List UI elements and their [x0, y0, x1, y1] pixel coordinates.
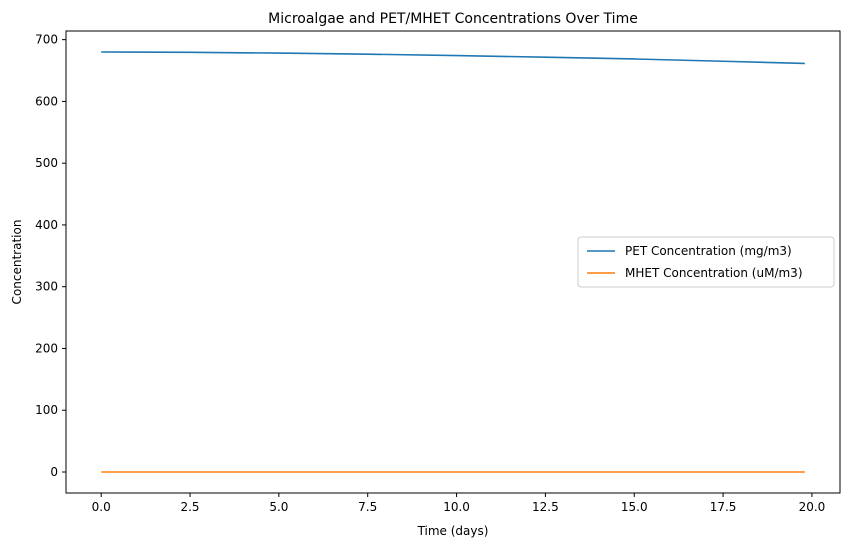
y-tick-label: 200 [35, 341, 58, 355]
y-tick-label: 700 [35, 33, 58, 47]
y-tick-label: 100 [35, 403, 58, 417]
legend-box [577, 236, 835, 288]
x-tick-label: 2.5 [180, 500, 199, 514]
legend: PET Concentration (mg/m3) MHET Concentrat… [577, 236, 835, 288]
legend-label-1: PET Concentration (mg/m3) [625, 244, 792, 258]
y-tick-label: 400 [35, 218, 58, 232]
x-tick-label: 0.0 [92, 500, 111, 514]
plot-lines [101, 51, 805, 473]
x-tick-label: 7.5 [358, 500, 377, 514]
x-tick-label: 17.5 [710, 500, 737, 514]
x-tick-label: 5.0 [269, 500, 288, 514]
chart-title: Microalgae and PET/MHET Concentrations O… [268, 11, 638, 27]
y-tick-label: 500 [35, 156, 58, 170]
y-axis-title: Concentration [10, 220, 24, 305]
x-tick-label: 20.0 [799, 500, 826, 514]
plot-frame [65, 30, 841, 494]
x-axis-title: Time (days) [417, 524, 489, 538]
series-line-1 [101, 51, 805, 65]
y-tick-label: 0 [50, 465, 58, 479]
axis-ticks: 0.0 2.5 5.0 7.5 10.0 12.5 15.0 17.5 20.0 0 100 200 3… [35, 33, 825, 514]
y-tick-label: 300 [35, 280, 58, 294]
x-tick-label: 12.5 [532, 500, 559, 514]
legend-label-2: MHET Concentration (uM/m3) [625, 266, 803, 280]
x-tick-label: 10.0 [443, 500, 470, 514]
x-tick-label: 15.0 [621, 500, 648, 514]
y-tick-label: 600 [35, 94, 58, 108]
